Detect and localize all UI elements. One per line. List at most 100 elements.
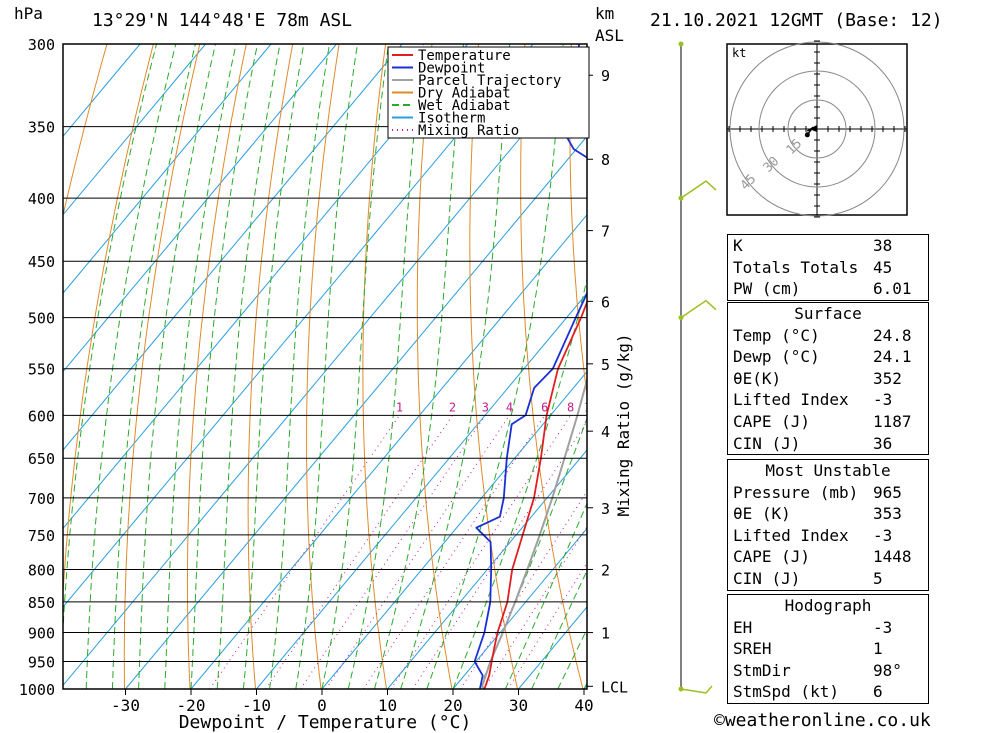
hodograph-table: Hodograph EH -3 SREH 1 StmDir 98° StmSpd (k… — [727, 594, 929, 704]
km-tick-label: 8 — [601, 151, 610, 169]
hodograph-row: StmDir 98° — [733, 660, 902, 680]
wind-barb — [680, 685, 713, 694]
temperature-tick-label: 10 — [378, 696, 397, 715]
mixing-ratio-label: 2 — [449, 400, 456, 414]
wet-adiabat-line — [373, 44, 464, 689]
pressure-tick-label: 800 — [28, 561, 55, 579]
wet-adiabat-line — [269, 44, 330, 689]
pressure-tick-label: 1000 — [19, 681, 55, 699]
temperature-tick-label: -20 — [177, 696, 206, 715]
hodograph-row: SREH 1 — [733, 639, 883, 659]
wet-adiabat-line — [400, 44, 511, 689]
km-tick-label: 2 — [601, 561, 610, 579]
hodograph-title: Hodograph — [784, 596, 872, 615]
index-row-k: K 38 — [733, 236, 893, 255]
km-tick-label: 6 — [601, 293, 610, 311]
wet-adiabat-line — [295, 44, 358, 689]
km-tick-label: 3 — [601, 500, 610, 518]
general-indices-table: K 38 Totals Totals 45 PW (cm) 6.01 — [727, 234, 929, 301]
mixing-ratio-line — [300, 415, 486, 689]
dry-adiabat-line — [569, 44, 587, 399]
wet-adiabat-line — [478, 416, 587, 689]
wind-barb-point — [678, 41, 684, 47]
pressure-tick-label: 700 — [28, 490, 55, 508]
mixing-ratio-label: 1 — [396, 400, 403, 414]
wet-adiabat-line — [190, 44, 258, 689]
isotherm-line — [63, 44, 403, 451]
pressure-tick-label: 400 — [28, 190, 55, 208]
temperature-tick-label: -10 — [242, 696, 271, 715]
isotherm-line — [63, 44, 206, 216]
km-tick-label: 7 — [601, 223, 610, 241]
wet-adiabat-line — [321, 44, 390, 689]
legend-label: Dry Adiabat — [418, 86, 511, 102]
wet-adiabat-line — [85, 44, 177, 689]
hodograph-ring — [758, 70, 876, 188]
diagram-frame — [62, 43, 588, 690]
wind-barb — [680, 299, 717, 319]
isotherm-line — [321, 370, 587, 689]
km-tick-label: LCL — [601, 678, 628, 696]
temperature-tick-label: 30 — [509, 696, 528, 715]
km-tick-label: 5 — [601, 356, 610, 374]
hodograph-arrowhead — [809, 125, 817, 132]
legend-box — [387, 46, 590, 139]
surface-row: θE(K) 352 — [733, 368, 902, 388]
x-axis-title: Dewpoint / Temperature (°C) — [179, 712, 472, 733]
legend-label: Isotherm — [418, 111, 485, 127]
mixing-ratio-line — [265, 415, 453, 689]
legend-label: Parcel Trajectory — [418, 73, 561, 89]
right-axis-title: Mixing Ratio (g/kg) — [614, 333, 633, 516]
temperature-tick-label: 0 — [317, 696, 327, 715]
pressure-tick-label: 900 — [28, 625, 55, 643]
pressure-tick-label: 600 — [28, 407, 55, 425]
isotherm-line — [63, 44, 141, 138]
hodograph-row: StmSpd (kt) 6 — [733, 682, 883, 702]
dry-adiabat-line — [362, 44, 387, 689]
most-unstable-row: Lifted Index -3 — [733, 525, 893, 545]
temperature-tick-label: 20 — [443, 696, 462, 715]
temperature-tick-label: 40 — [574, 696, 593, 715]
pressure-tick-label: 850 — [28, 594, 55, 612]
hodograph-ring — [787, 99, 847, 159]
storm-motion-dot — [804, 132, 810, 138]
most-unstable-row: θE (K) 353 — [733, 504, 902, 524]
isotherm-line — [63, 44, 272, 294]
most-unstable-title: Most Unstable — [765, 461, 891, 480]
dry-adiabat-line — [943, 44, 1000, 689]
credit-link[interactable]: ©weatheronline.co.uk — [714, 710, 931, 731]
pressure-tick-label: 750 — [28, 527, 55, 545]
location-title: 13°29'N 144°48'E 78m ASL — [92, 10, 353, 31]
surface-row: CIN (J) 36 — [733, 433, 893, 453]
wet-adiabat-line — [426, 44, 564, 689]
mixing-ratio-label: 6 — [541, 400, 548, 414]
hodograph-ring — [729, 41, 905, 217]
datetime-title: 21.10.2021 12GMT (Base: 12) — [650, 10, 943, 31]
mixing-ratio-label: 20 — [651, 400, 665, 414]
mixing-ratio-line — [362, 415, 546, 689]
hodograph-row: EH -3 — [733, 617, 893, 637]
km-tick-label: 1 — [601, 625, 610, 643]
mixing-ratio-label: 10 — [584, 400, 598, 414]
legend-label: Temperature — [418, 48, 511, 64]
pressure-tick-label: 450 — [28, 253, 55, 271]
isotherm-line — [190, 213, 587, 689]
mixing-ratio-label: 4 — [506, 400, 513, 414]
most-unstable-row: CIN (J) 5 — [733, 568, 883, 588]
index-row-totals: Totals Totals 45 — [733, 257, 893, 277]
isotherm-line — [63, 44, 534, 608]
dry-adiabat-line — [469, 44, 518, 689]
most-unstable-row: Pressure (mb) 965 — [733, 482, 902, 502]
legend-label: Wet Adiabat — [418, 98, 511, 114]
surface-table: Surface Temp (°C) 24.8 Dewp (°C) 24.1 θE(K… — [727, 302, 929, 456]
isotherm-line — [125, 135, 587, 689]
temperature-line — [483, 299, 587, 689]
surface-row: Temp (°C) 24.8 — [733, 325, 912, 345]
surface-title: Surface — [794, 304, 862, 323]
wet-adiabat-line — [164, 44, 237, 689]
wet-adiabat-line — [216, 44, 281, 689]
